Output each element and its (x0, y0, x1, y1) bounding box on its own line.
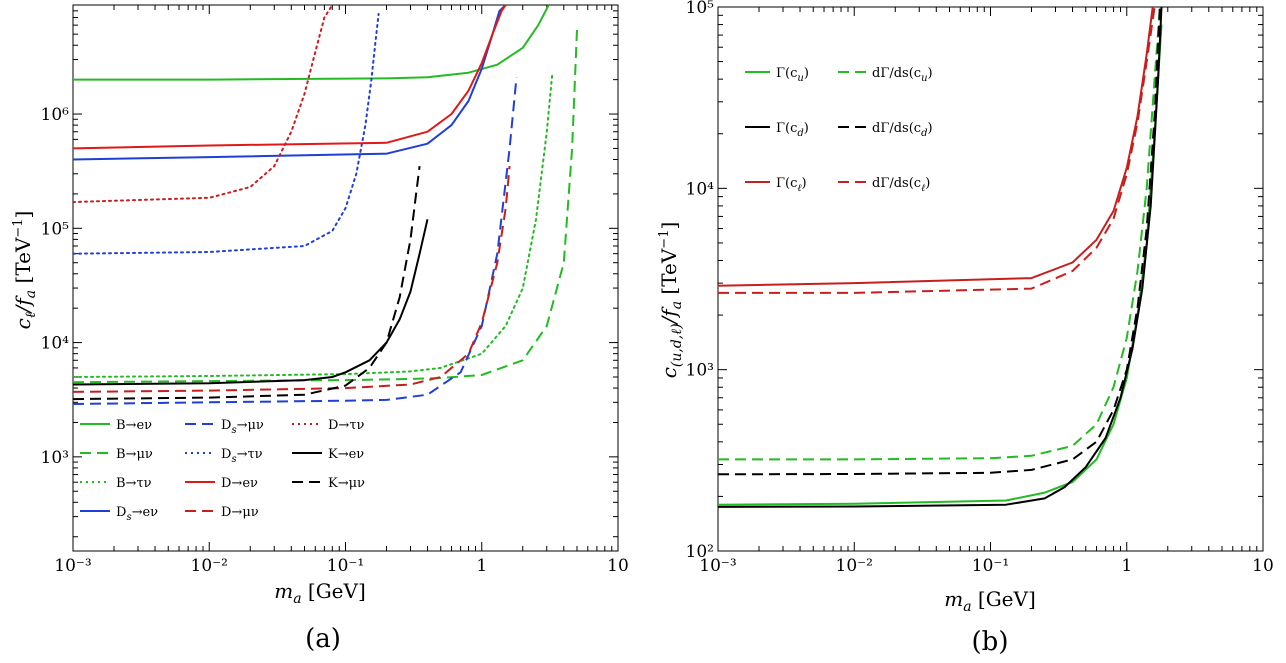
y-axis-label: cℓ/fa [TeV−1] (11, 211, 39, 330)
curves (73, 5, 578, 405)
legend-label-d-s-e: Ds→eν (116, 505, 158, 523)
series-c-d-line (718, 7, 1163, 508)
legend-label-b: B→μν (116, 447, 153, 462)
x-axis-label: ma [GeV] (944, 587, 1036, 615)
series-c-u-line (718, 24, 1163, 506)
y-tick-label: 10⁵ (41, 219, 70, 239)
plot-frame (72, 4, 619, 552)
series-d-line (73, 5, 334, 203)
y-axis-label: c(u,d,ℓ)/fa [TeV−1] (657, 222, 685, 379)
legend-label-d: D→τν (328, 418, 365, 433)
series-d-ds-c-line (718, 7, 1156, 294)
caption-b: (b) (972, 627, 1009, 657)
legend-label-dashed: dΓ/ds(cd) (872, 121, 933, 139)
legend-label-dashed: dΓ/ds(cu) (872, 66, 933, 84)
tick-marks (72, 4, 618, 551)
x-tick-label: 10⁻² (836, 556, 873, 576)
x-tick-labels: 10⁻³ 10⁻² 10⁻¹ 1 10 (54, 556, 629, 576)
y-tick-label: 10⁵ (686, 0, 715, 18)
series-c-line (718, 7, 1154, 287)
legend-label-solid: Γ(cℓ) (776, 176, 807, 194)
legend-label-d-s: Ds→τν (221, 447, 263, 465)
legend-label-k: K→μν (328, 476, 365, 491)
panel-b: 10⁻³ 10⁻² 10⁻¹ 1 10 10² 10³ 10⁴ 10⁵ ma [GeV] c(… (657, 0, 1274, 657)
x-tick-label: 10⁻² (191, 556, 228, 576)
legend-label-b: B→τν (116, 476, 152, 491)
y-tick-labels: 10² 10³ 10⁴ 10⁵ (686, 0, 715, 562)
y-tick-labels: 10³ 10⁴ 10⁵ 10⁶ (41, 105, 70, 468)
series-d-line (73, 166, 511, 393)
legend: B→eν B→μν B→τν Ds→eν Ds→μν Ds→τν D→eν D→μν D→τν K… (80, 418, 365, 523)
legend-label-solid: Γ(cu) (776, 66, 809, 84)
legend-label-dashed: dΓ/ds(cℓ) (872, 176, 930, 194)
y-tick-label: 10³ (41, 448, 69, 468)
y-tick-label: 10² (686, 542, 714, 562)
legend-label-d-e: D→eν (221, 476, 258, 491)
x-tick-label: 10⁻¹ (327, 556, 364, 576)
x-tick-labels: 10⁻³ 10⁻² 10⁻¹ 1 10 (699, 556, 1274, 576)
legend-label-b-e: B→eν (116, 418, 152, 433)
series-k-line (73, 165, 421, 401)
series-d-e-line (73, 5, 507, 150)
series-k-e-line (73, 219, 429, 386)
legend-label-k-e: K→eν (328, 447, 364, 462)
x-tick-label: 10⁻³ (54, 556, 91, 576)
legend-label-d-s: Ds→μν (221, 418, 264, 436)
x-tick-label: 10⁻³ (699, 556, 736, 576)
x-tick-label: 1 (1121, 556, 1132, 576)
series-b-line (73, 71, 554, 378)
x-tick-label: 10 (607, 556, 629, 576)
legend: Γ(cu) dΓ/ds(cu) Γ(cd) dΓ/ds(cd) Γ(cℓ) dΓ/ds(c… (745, 66, 933, 194)
y-tick-label: 10⁴ (686, 179, 715, 199)
series-d-s-line (73, 77, 518, 405)
x-tick-label: 1 (476, 556, 487, 576)
tick-marks (717, 6, 1263, 552)
y-tick-label: 10³ (686, 361, 714, 381)
x-axis-label: ma [GeV] (274, 579, 366, 607)
series-b-line (73, 29, 578, 384)
series-b-e-line (73, 5, 550, 81)
series-d-s-line (73, 13, 380, 255)
caption-a: (a) (305, 624, 341, 654)
legend-label-d: D→μν (221, 505, 259, 520)
legend-label-solid: Γ(cd) (776, 121, 809, 139)
panel-a: 10⁻³ 10⁻² 10⁻¹ 1 10 10³ 10⁴ 10⁵ 10⁶ ma [GeV] cℓ… (11, 4, 629, 654)
y-tick-label: 10⁶ (41, 105, 70, 125)
x-tick-label: 10⁻¹ (972, 556, 1009, 576)
series-d-ds-c-u-line (718, 7, 1161, 461)
x-tick-label: 10 (1252, 556, 1274, 576)
series-d-s-e-line (73, 5, 507, 161)
curves (718, 7, 1163, 508)
y-tick-label: 10⁴ (41, 334, 70, 354)
